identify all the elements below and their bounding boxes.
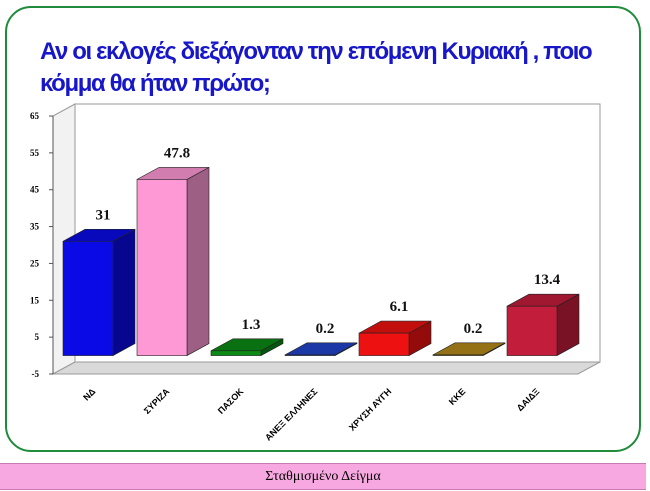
bar [284,342,358,357]
bar [506,293,580,357]
y-tick-label: 45 [30,185,40,195]
data-label: 13.4 [534,272,561,288]
footer-note: Σταθμισμένο Δείγμα [0,463,646,490]
y-tick-label: 15 [30,295,40,305]
bar [358,320,432,357]
data-label: 0.2 [464,321,483,337]
bar [136,166,210,357]
y-tick-label: -5 [32,369,40,379]
x-tick-label: ΑΝΕΞ ΕΛΛΗΝΕΣ [263,386,320,443]
y-tick-label: 55 [30,148,40,158]
x-tick-label: ΝΔ [81,386,98,403]
x-tick-label: ΚΚΕ [447,386,468,407]
x-tick-label: ΔΑΙΔΞ [515,386,542,413]
bar-front [136,179,188,356]
bar-side [186,166,210,357]
bar-front [284,354,336,356]
y-tick-label: 5 [35,332,40,342]
bar-front [210,350,262,356]
data-label: 1.3 [242,317,261,333]
bar-front [506,305,558,356]
bar-front [358,332,410,356]
bar-front [432,354,484,356]
bar-front [62,241,114,356]
bar [432,342,506,357]
bar-side [112,228,136,357]
data-label: 6.1 [390,299,409,315]
bar [62,228,136,357]
x-tick-label: ΧΡΥΣΗ ΑΥΓΗ [347,386,393,432]
chart-title: Αν οι εκλογές διεξάγονταν την επόμενη Κυ… [40,38,593,97]
x-tick-label: ΣΥΡΙΖΑ [142,386,172,416]
data-label: 47.8 [164,145,190,161]
data-label: 31 [96,207,111,223]
bar [210,338,284,357]
x-tick-label: ΠΑΣΟΚ [216,386,246,416]
data-label: 0.2 [316,321,335,337]
y-tick-label: 35 [30,222,40,232]
chart-floor [52,361,601,375]
y-tick-label: 25 [30,258,40,268]
y-tick-label: 65 [30,111,40,121]
